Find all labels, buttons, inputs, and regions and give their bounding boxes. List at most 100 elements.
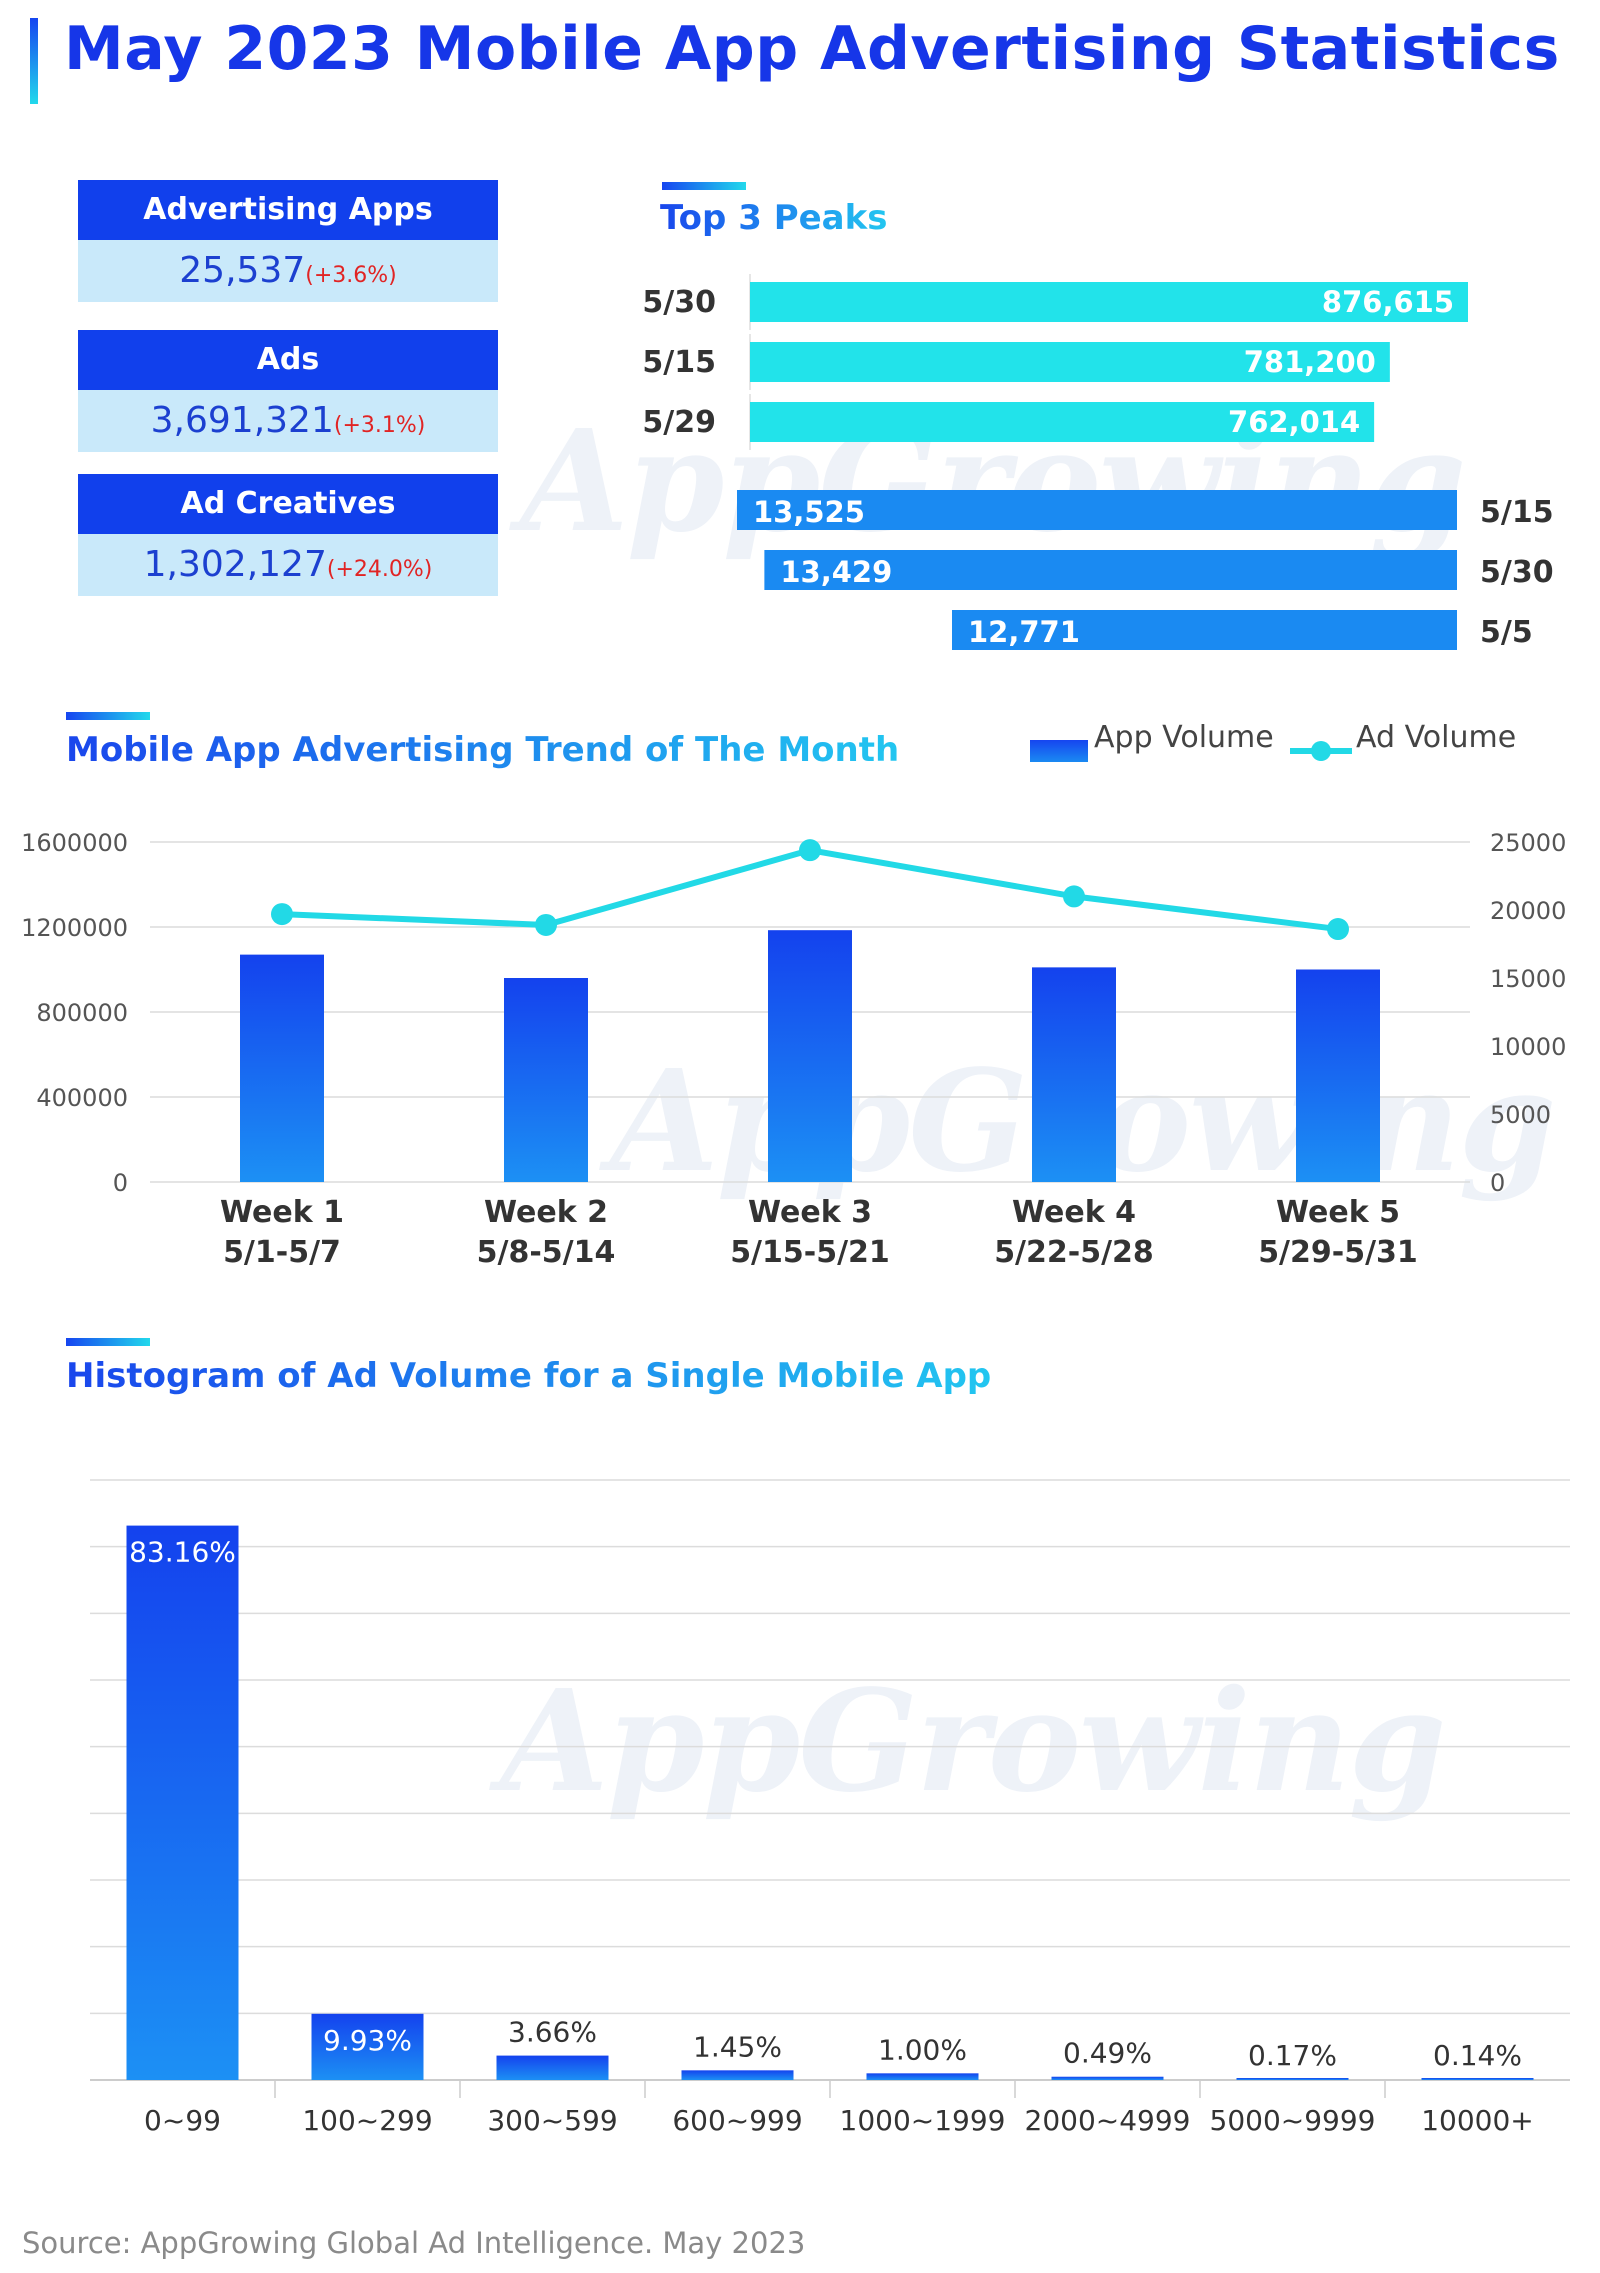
trend-chart: 0 400000 800000 1200000 1600000 0 5000 10000 150…	[21, 829, 1566, 1270]
trend-ad-volume-point	[535, 913, 557, 936]
trend-right-tick: 0	[1490, 1169, 1505, 1197]
stat-label-advertising-apps: Advertising Apps	[78, 180, 498, 240]
peak-ad-label: 762,014	[1228, 405, 1360, 439]
trend-ad-volume-point	[271, 903, 293, 926]
trend-left-tick: 400000	[36, 1084, 128, 1112]
trend-ad-volume-line	[281, 847, 1339, 933]
peak-app-bar	[737, 490, 1457, 530]
histogram-accent	[66, 1338, 150, 1346]
hist-value-label: 9.93%	[323, 2024, 412, 2057]
trend-ad-volume-point	[1063, 885, 1085, 908]
trend-right-tick: 5000	[1490, 1101, 1551, 1129]
hist-value-label: 0.49%	[1063, 2037, 1152, 2070]
stat-change: (+24.0%)	[326, 557, 433, 582]
stat-label-ad-creatives: Ad Creatives	[78, 474, 498, 534]
trend-left-tick: 800000	[36, 999, 128, 1027]
trend-left-tick: 1600000	[21, 829, 128, 857]
hist-x-label: 10000+	[1421, 2104, 1534, 2137]
peak-ad-bar	[750, 282, 1468, 322]
peak-app-label: 12,771	[968, 615, 1080, 649]
hist-value-label: 0.17%	[1248, 2039, 1337, 2072]
hist-bar	[1236, 2078, 1349, 2080]
peak-app-label: 13,525	[753, 495, 865, 529]
peak-app-bar	[764, 550, 1457, 590]
hist-x-label: 100~299	[302, 2104, 432, 2137]
trend-bar	[1032, 967, 1116, 1182]
trend-x-sublabel: 5/8-5/14	[477, 1235, 616, 1270]
hist-bar	[496, 2055, 609, 2080]
hist-x-label: 2000~4999	[1025, 2104, 1191, 2137]
trend-right-tick: 15000	[1490, 965, 1566, 993]
peaks-title: Top 3 Peaks	[660, 198, 888, 238]
legend-app-volume: App Volume	[1094, 720, 1274, 755]
trend-ad-volume-point	[1327, 918, 1349, 941]
peak-ad-date: 5/29	[642, 405, 716, 440]
stat-number: 25,537	[179, 250, 306, 291]
trend-title: Mobile App Advertising Trend of The Mont…	[66, 730, 900, 770]
hist-x-label: 300~599	[487, 2104, 617, 2137]
peak-ad-label: 876,615	[1322, 285, 1454, 319]
hist-bar	[1051, 2076, 1164, 2080]
source-note: Source: AppGrowing Global Ad Intelligenc…	[22, 2226, 806, 2260]
trend-x-sublabel: 5/29-5/31	[1258, 1235, 1418, 1270]
stat-value-ad-creatives: 1,302,127(+24.0%)	[78, 534, 498, 596]
legend-ad-volume-swatch	[1290, 741, 1352, 761]
peak-app-bar	[952, 610, 1457, 650]
peak-ad-date: 5/30	[642, 285, 716, 320]
hist-bar	[1421, 2078, 1534, 2080]
trend-x-label: Week 3	[748, 1195, 872, 1230]
trend-x-label: Week 1	[220, 1195, 344, 1230]
hist-bar	[311, 2013, 424, 2080]
peak-ad-date: 5/15	[642, 345, 716, 380]
hist-x-label: 1000~1999	[840, 2104, 1006, 2137]
stat-change: (+3.1%)	[333, 413, 426, 438]
legend-ad-volume: Ad Volume	[1356, 720, 1517, 755]
hist-bar	[126, 1525, 239, 2080]
stat-value-advertising-apps: 25,537(+3.6%)	[78, 240, 498, 302]
trend-x-sublabel: 5/1-5/7	[223, 1235, 341, 1270]
peak-app-label: 13,429	[780, 555, 892, 589]
peaks-accent	[662, 182, 746, 190]
trend-left-tick: 0	[113, 1169, 128, 1197]
watermark-bottom: AppGrowing	[500, 1660, 1446, 1824]
peak-ad-bar	[750, 342, 1390, 382]
stat-label-ads: Ads	[78, 330, 498, 390]
trend-left-tick: 1200000	[21, 914, 128, 942]
hist-value-label: 1.45%	[693, 2030, 782, 2063]
trend-right-tick: 20000	[1490, 897, 1566, 925]
trend-x-label: Week 4	[1012, 1195, 1136, 1230]
trend-ad-volume-point	[799, 839, 821, 862]
page-title: May 2023 Mobile App Advertising Statisti…	[64, 14, 1560, 84]
hist-x-label: 600~999	[672, 2104, 802, 2137]
trend-x-label: Week 2	[484, 1195, 608, 1230]
top-peaks-chart: 5/30 876,615 5/15 781,200 5/29 762,014 13,525 5…	[642, 274, 1554, 650]
hist-bar	[866, 2073, 979, 2080]
stat-change: (+3.6%)	[305, 263, 397, 288]
trend-right-tick: 25000	[1490, 829, 1566, 857]
trend-x-sublabel: 5/15-5/21	[730, 1235, 890, 1270]
stat-number: 1,302,127	[143, 544, 327, 585]
trend-bar	[1296, 969, 1380, 1182]
trend-x-sublabel: 5/22-5/28	[994, 1235, 1154, 1270]
hist-value-label: 3.66%	[508, 2016, 597, 2049]
hist-value-label: 0.14%	[1433, 2039, 1522, 2072]
peak-app-date: 5/5	[1480, 615, 1533, 650]
peak-app-date: 5/30	[1480, 555, 1554, 590]
hist-value-label: 1.00%	[878, 2033, 967, 2066]
trend-bar	[504, 978, 588, 1182]
peak-app-date: 5/15	[1480, 495, 1554, 530]
trend-x-label: Week 5	[1276, 1195, 1400, 1230]
peak-ad-label: 781,200	[1244, 345, 1376, 379]
peak-ad-bar	[750, 402, 1375, 442]
histogram-chart: 83.16% 0~99 9.93% 100~299 3.66% 300~599 1.45% 6…	[90, 1479, 1570, 2137]
hist-bar	[681, 2070, 794, 2080]
hist-x-label: 5000~9999	[1210, 2104, 1376, 2137]
trend-right-tick: 10000	[1490, 1033, 1566, 1061]
legend-app-volume-swatch	[1030, 740, 1088, 762]
hist-x-label: 0~99	[144, 2104, 221, 2137]
trend-bar	[240, 954, 324, 1182]
stat-value-ads: 3,691,321(+3.1%)	[78, 390, 498, 452]
trend-bar	[768, 930, 852, 1182]
histogram-title: Histogram of Ad Volume for a Single Mobi…	[66, 1356, 992, 1396]
stat-number: 3,691,321	[150, 400, 334, 441]
